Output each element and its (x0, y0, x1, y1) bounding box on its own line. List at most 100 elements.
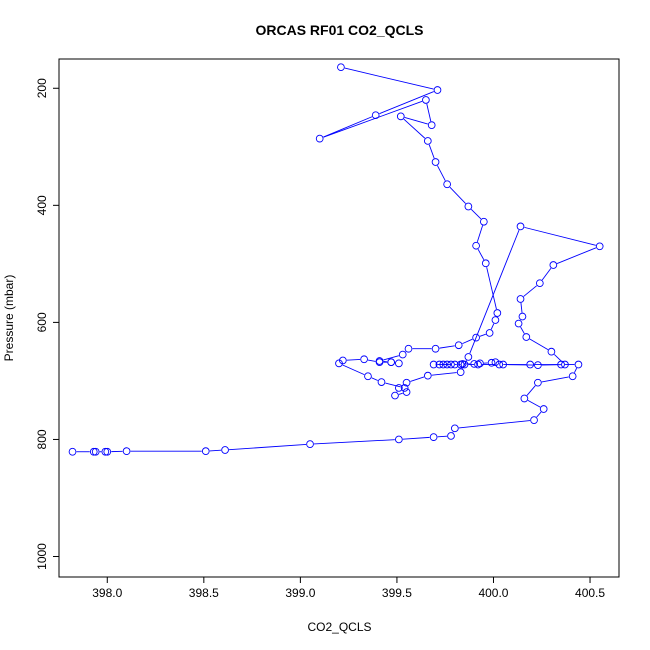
y-axis: 200 400 600 800 1000 (35, 78, 60, 570)
data-point (568, 372, 577, 381)
series-segment (541, 376, 569, 383)
series-segment (490, 323, 495, 330)
series-segment (556, 247, 597, 264)
series-segment (410, 376, 425, 382)
data-point (456, 368, 465, 376)
data-point (495, 360, 504, 369)
y-tick-label: 800 (35, 429, 49, 449)
data-point (451, 360, 459, 369)
data-point (530, 416, 538, 424)
data-point (447, 432, 455, 440)
data-point (534, 361, 542, 369)
data-point (429, 360, 438, 369)
data-point (447, 360, 455, 369)
x-tick-label: 400.5 (575, 586, 605, 600)
series-segment (404, 117, 428, 125)
series-segment (470, 208, 482, 220)
series-segment (342, 364, 365, 376)
data-point (396, 112, 405, 121)
data-point (472, 241, 480, 250)
data-point (400, 384, 409, 392)
series-segment (379, 91, 434, 115)
series-segment (385, 382, 401, 388)
data-point (335, 359, 343, 368)
data-point (103, 447, 112, 456)
data-point (534, 378, 542, 387)
data-point (360, 355, 368, 364)
series-segment (477, 249, 485, 260)
data-point (122, 447, 131, 456)
series-segment (524, 226, 596, 246)
data-point (561, 360, 569, 369)
series-segment (462, 338, 473, 345)
data-point (91, 447, 100, 456)
series-segment (523, 285, 538, 297)
data-point (514, 319, 523, 328)
series-segment (323, 100, 423, 138)
data-point (68, 447, 77, 456)
data-point (476, 359, 484, 368)
series-layer (68, 63, 604, 456)
data-point (402, 378, 411, 387)
data-point (460, 360, 469, 369)
data-point (371, 111, 380, 120)
data-point (201, 447, 210, 456)
data-point (306, 440, 314, 448)
data-point (526, 360, 535, 369)
data-point (387, 358, 395, 367)
data-point (315, 134, 324, 143)
data-point (364, 372, 372, 381)
series-segment (428, 144, 435, 159)
data-point (479, 217, 488, 226)
data-point (435, 360, 444, 369)
data-point (395, 435, 403, 444)
data-point (547, 347, 556, 356)
series-segment (344, 67, 434, 90)
data-point (491, 358, 500, 367)
data-point (375, 358, 384, 367)
data-point (431, 158, 440, 166)
data-point (535, 279, 544, 288)
y-axis-label: Pressure (mbar) (2, 275, 16, 362)
series-segment (323, 116, 373, 138)
data-point (493, 309, 502, 317)
series-segment (469, 229, 520, 354)
data-point (337, 63, 345, 72)
series-segment (229, 443, 307, 451)
series-segment (383, 355, 399, 361)
data-point (429, 433, 438, 441)
data-point (470, 360, 479, 368)
series-segment (486, 267, 497, 310)
data-point (474, 360, 482, 369)
series-segment (520, 302, 523, 313)
data-point (404, 344, 413, 353)
data-point (595, 242, 604, 251)
data-point (472, 333, 480, 342)
series-segment (371, 377, 378, 381)
series-segment (439, 345, 455, 349)
data-point (395, 359, 403, 368)
x-tick-label: 399.5 (382, 586, 412, 600)
data-point (464, 353, 473, 361)
data-point (499, 360, 507, 369)
data-point (427, 121, 436, 129)
series-segment (574, 367, 578, 373)
series-segment (346, 359, 361, 361)
data-point (516, 222, 525, 231)
data-point (539, 405, 548, 413)
data-point (431, 344, 440, 353)
series-segment (426, 103, 432, 122)
data-point (89, 447, 98, 456)
data-point (516, 295, 525, 303)
data-point (391, 391, 399, 400)
series-segment (403, 118, 426, 139)
series-segment (526, 385, 536, 396)
series-segment (479, 333, 486, 337)
x-tick-label: 398.0 (92, 586, 122, 600)
data-point (422, 96, 430, 104)
x-tick-label: 399.0 (285, 586, 315, 600)
data-point (377, 378, 386, 386)
data-point (522, 333, 531, 341)
series-segment (402, 436, 430, 440)
x-tick-label: 400.0 (478, 586, 508, 600)
